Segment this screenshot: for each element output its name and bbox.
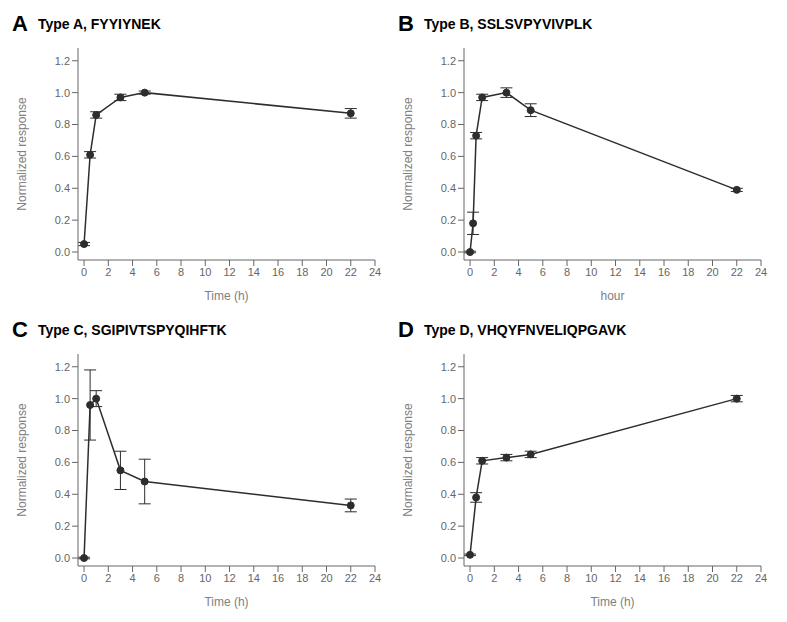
svg-text:14: 14 (248, 572, 260, 584)
svg-text:0.8: 0.8 (441, 118, 456, 130)
svg-text:0.2: 0.2 (55, 520, 70, 532)
svg-text:20: 20 (706, 266, 718, 278)
svg-text:12: 12 (223, 572, 235, 584)
svg-text:0: 0 (467, 572, 473, 584)
svg-text:0.8: 0.8 (441, 424, 456, 436)
svg-text:0: 0 (81, 266, 87, 278)
svg-text:Normalized response: Normalized response (401, 403, 415, 517)
svg-text:0: 0 (81, 572, 87, 584)
svg-text:4: 4 (515, 572, 521, 584)
svg-text:16: 16 (658, 266, 670, 278)
svg-text:18: 18 (296, 266, 308, 278)
svg-text:22: 22 (345, 572, 357, 584)
svg-text:12: 12 (609, 266, 621, 278)
svg-text:Time (h): Time (h) (204, 595, 248, 609)
svg-text:0.4: 0.4 (55, 182, 70, 194)
svg-text:0.8: 0.8 (55, 118, 70, 130)
svg-text:0.4: 0.4 (441, 182, 456, 194)
svg-text:10: 10 (199, 266, 211, 278)
svg-text:1.0: 1.0 (55, 393, 70, 405)
svg-text:14: 14 (634, 266, 646, 278)
svg-text:2: 2 (105, 572, 111, 584)
svg-text:1.0: 1.0 (441, 393, 456, 405)
svg-text:24: 24 (369, 266, 381, 278)
svg-text:0.0: 0.0 (441, 246, 456, 258)
svg-text:0.2: 0.2 (55, 214, 70, 226)
svg-text:24: 24 (755, 572, 767, 584)
svg-text:14: 14 (634, 572, 646, 584)
svg-text:24: 24 (755, 266, 767, 278)
svg-text:8: 8 (178, 266, 184, 278)
svg-text:1.0: 1.0 (441, 87, 456, 99)
svg-text:0.6: 0.6 (441, 456, 456, 468)
html-text:Type D, VHQYFNVELIQPGAVK: Type D, VHQYFNVELIQPGAVK (423, 322, 627, 338)
svg-text:6: 6 (540, 266, 546, 278)
svg-text:0.8: 0.8 (55, 424, 70, 436)
svg-text:0.0: 0.0 (55, 552, 70, 564)
svg-text:2: 2 (105, 266, 111, 278)
html-text:A: A (12, 11, 28, 36)
svg-text:16: 16 (272, 266, 284, 278)
svg-text:4: 4 (129, 572, 135, 584)
html-text:B: B (398, 11, 414, 36)
svg-text:0.6: 0.6 (55, 456, 70, 468)
svg-text:22: 22 (731, 266, 743, 278)
svg-text:0.0: 0.0 (55, 246, 70, 258)
svg-text:18: 18 (682, 266, 694, 278)
html-text:C: C (12, 317, 28, 342)
svg-text:4: 4 (515, 266, 521, 278)
svg-text:1.2: 1.2 (55, 361, 70, 373)
svg-text:4: 4 (129, 266, 135, 278)
svg-text:20: 20 (320, 572, 332, 584)
svg-text:Normalized response: Normalized response (401, 97, 415, 211)
svg-text:1.2: 1.2 (441, 361, 456, 373)
svg-text:0.6: 0.6 (441, 150, 456, 162)
svg-text:6: 6 (540, 572, 546, 584)
svg-text:10: 10 (199, 572, 211, 584)
svg-text:10: 10 (585, 266, 597, 278)
svg-text:2: 2 (491, 266, 497, 278)
svg-text:0.0: 0.0 (441, 552, 456, 564)
svg-text:0.2: 0.2 (441, 214, 456, 226)
svg-text:0.4: 0.4 (441, 488, 456, 500)
svg-text:18: 18 (296, 572, 308, 584)
svg-text:24: 24 (369, 572, 381, 584)
svg-text:1.2: 1.2 (441, 55, 456, 67)
svg-text:6: 6 (154, 266, 160, 278)
svg-text:0.4: 0.4 (55, 488, 70, 500)
svg-text:6: 6 (154, 572, 160, 584)
svg-text:20: 20 (320, 266, 332, 278)
svg-text:Normalized response: Normalized response (15, 97, 29, 211)
html-text:Type C, SGIPIVTSPYQIHFTK: Type C, SGIPIVTSPYQIHFTK (37, 322, 227, 338)
svg-text:0.6: 0.6 (55, 150, 70, 162)
html-text:D: D (398, 317, 414, 342)
html-text:Type B, SSLSVPYVIVPLK: Type B, SSLSVPYVIVPLK (423, 16, 593, 32)
svg-text:0.2: 0.2 (441, 520, 456, 532)
svg-text:hour: hour (600, 289, 624, 303)
html-text:Type A, FYYIYNEK: Type A, FYYIYNEK (37, 16, 161, 32)
svg-text:Normalized response: Normalized response (15, 403, 29, 517)
svg-text:14: 14 (248, 266, 260, 278)
svg-text:8: 8 (564, 266, 570, 278)
svg-text:Time (h): Time (h) (204, 289, 248, 303)
svg-text:20: 20 (706, 572, 718, 584)
svg-text:1.0: 1.0 (55, 87, 70, 99)
svg-text:22: 22 (345, 266, 357, 278)
svg-text:18: 18 (682, 572, 694, 584)
svg-text:16: 16 (272, 572, 284, 584)
svg-text:8: 8 (564, 572, 570, 584)
svg-text:22: 22 (731, 572, 743, 584)
svg-text:0: 0 (467, 266, 473, 278)
svg-text:2: 2 (491, 572, 497, 584)
svg-text:12: 12 (609, 572, 621, 584)
svg-text:1.2: 1.2 (55, 55, 70, 67)
svg-text:12: 12 (223, 266, 235, 278)
svg-text:16: 16 (658, 572, 670, 584)
svg-text:10: 10 (585, 572, 597, 584)
svg-text:8: 8 (178, 572, 184, 584)
svg-text:Time (h): Time (h) (590, 595, 634, 609)
